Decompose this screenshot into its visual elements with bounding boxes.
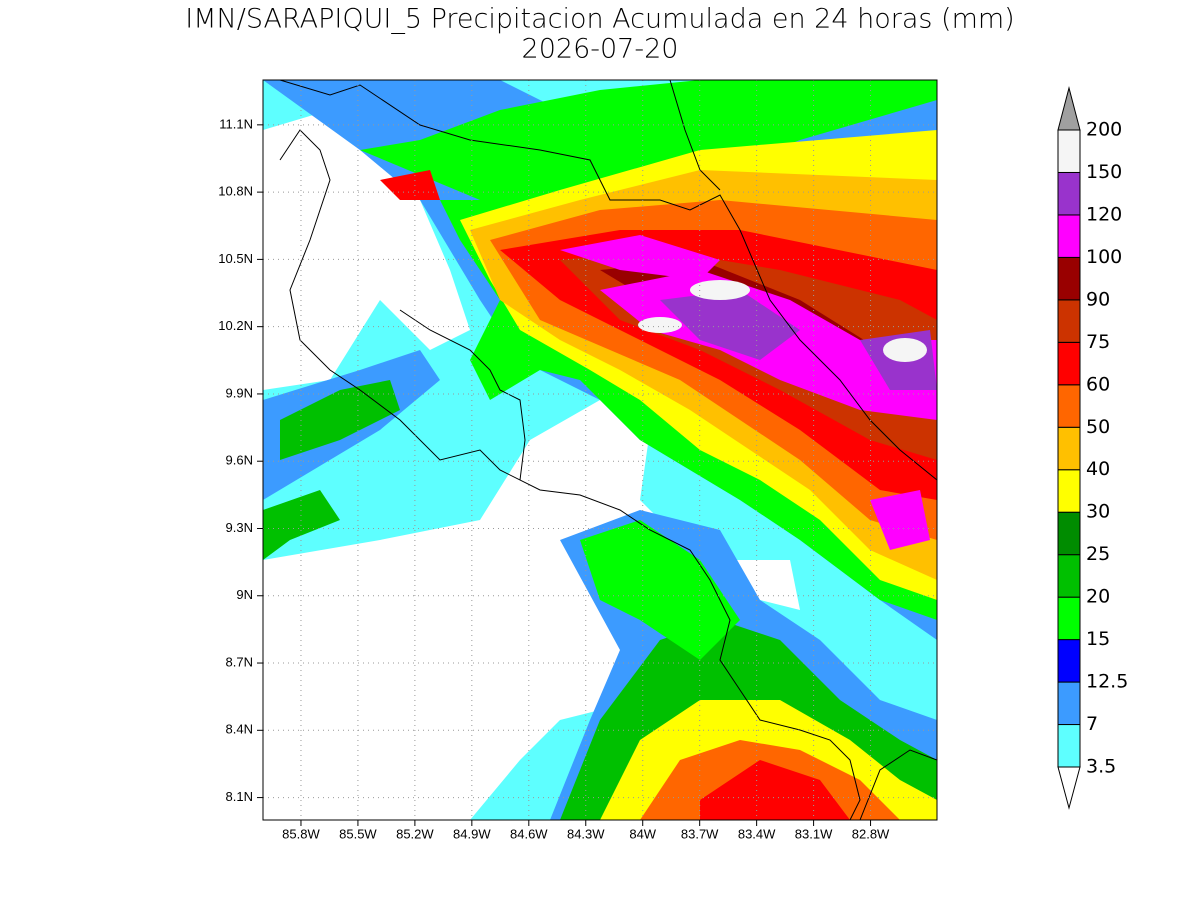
colorbar-bin xyxy=(1057,511,1081,556)
x-tick-label: 85.8W xyxy=(282,826,320,841)
colorbar-bin xyxy=(1057,171,1081,216)
x-tick-label: 83.7W xyxy=(681,826,719,841)
colorbar-bin xyxy=(1057,129,1081,173)
precip-field xyxy=(263,80,937,820)
colorbar-label: 90 xyxy=(1086,288,1110,310)
grid: 85.8W 85.5W 85.2W 84.9W 84.6W 84.3W 84W 83.7W 83… xyxy=(218,80,937,841)
colorbar-bin xyxy=(1057,341,1081,386)
colorbar-bin xyxy=(1057,724,1081,768)
colorbar-bin xyxy=(1057,554,1081,598)
colorbar-bin xyxy=(1057,256,1081,301)
x-tick-label: 84.6W xyxy=(510,826,548,841)
colorbar-label: 100 xyxy=(1086,246,1122,268)
colorbar-bin xyxy=(1057,214,1081,258)
x-tick-label: 84.3W xyxy=(567,826,605,841)
colorbar-label: 20 xyxy=(1086,586,1110,608)
colorbar-label: 15 xyxy=(1086,628,1110,650)
x-tick-label: 85.2W xyxy=(396,826,434,841)
y-tick-label: 9N xyxy=(236,587,253,602)
x-tick-label: 82.8W xyxy=(852,826,890,841)
y-tick-label: 8.1N xyxy=(226,789,253,804)
colorbar-label: 40 xyxy=(1086,458,1110,480)
y-tick-label: 8.4N xyxy=(226,722,253,737)
colorbar-label: 200 xyxy=(1086,119,1122,141)
x-tick-label: 83.1W xyxy=(795,826,833,841)
colorbar-bin xyxy=(1057,596,1081,641)
colorbar-label: 75 xyxy=(1086,331,1110,353)
colorbar-bin xyxy=(1057,639,1081,683)
colorbar-label: 25 xyxy=(1086,543,1110,565)
y-tick-label: 10.8N xyxy=(218,184,253,199)
y-tick-label: 10.5N xyxy=(218,251,253,266)
colorbar-label: 150 xyxy=(1086,161,1122,183)
y-tick-label: 9.3N xyxy=(226,520,253,535)
colorbar-bin xyxy=(1057,384,1081,428)
x-tick-label: 83.4W xyxy=(738,826,776,841)
colorbar-label: 60 xyxy=(1086,373,1110,395)
colorbar-under xyxy=(1057,766,1081,810)
colorbar-bin xyxy=(1057,469,1081,513)
colorbar-label: 50 xyxy=(1086,416,1110,438)
colorbar: 3.5 7 12.5 15 20 25 30 40 50 60 75 90 100 120 150 200 xyxy=(1057,86,1128,810)
colorbar-bin xyxy=(1057,426,1081,471)
colorbar-over xyxy=(1057,86,1081,131)
title: IMN/SARAPIQUI_5 Precipitacion Acumulada … xyxy=(185,4,1014,35)
x-tick-label: 84W xyxy=(629,826,656,841)
x-tick-label: 85.5W xyxy=(339,826,377,841)
y-tick-label: 10.2N xyxy=(218,318,253,333)
y-tick-label: 11.1N xyxy=(219,116,253,131)
colorbar-bin xyxy=(1057,681,1081,726)
subtitle: 2026-07-20 xyxy=(522,34,679,65)
colorbar-label: 3.5 xyxy=(1086,756,1116,778)
colorbar-label: 30 xyxy=(1086,501,1110,523)
y-tick-label: 9.6N xyxy=(226,453,253,468)
map-frame xyxy=(262,79,938,821)
colorbar-label: 7 xyxy=(1086,713,1098,735)
colorbar-label: 120 xyxy=(1086,203,1122,225)
y-tick-label: 8.7N xyxy=(226,654,253,669)
x-tick-label: 84.9W xyxy=(453,826,491,841)
colorbar-bin xyxy=(1057,299,1081,343)
y-tick-label: 9.9N xyxy=(226,385,253,400)
colorbar-label: 12.5 xyxy=(1086,671,1128,693)
